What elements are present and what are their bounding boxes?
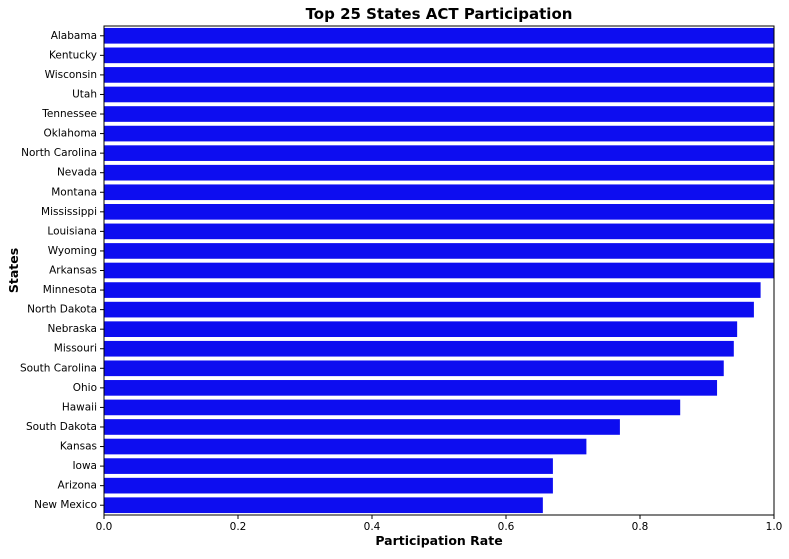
bar xyxy=(104,360,724,377)
bar xyxy=(104,419,620,435)
y-tick-label: Louisiana xyxy=(47,225,97,237)
bar xyxy=(104,67,774,83)
y-tick-label: South Carolina xyxy=(20,362,97,374)
bars-layer xyxy=(104,27,774,514)
bar xyxy=(104,223,774,240)
y-tick-label: Ohio xyxy=(73,382,97,394)
y-tick-label: Alabama xyxy=(51,30,97,42)
bar xyxy=(104,106,774,122)
x-axis-label: Participation Rate xyxy=(375,533,502,548)
bar xyxy=(104,301,754,318)
y-tick-label: New Mexico xyxy=(34,499,97,511)
x-tick-label: 0.4 xyxy=(364,521,381,533)
bar xyxy=(104,164,774,181)
y-tick-label: Tennessee xyxy=(41,108,97,120)
y-axis-label: States xyxy=(6,248,21,293)
x-tick-label: 0.0 xyxy=(96,521,113,533)
y-tick-label: Mississippi xyxy=(41,206,97,218)
y-tick-label: Montana xyxy=(51,186,97,198)
y-tick-label: Utah xyxy=(72,88,97,100)
x-tick-label: 1.0 xyxy=(766,521,783,533)
y-tick-label: North Carolina xyxy=(21,147,97,159)
bar xyxy=(104,27,774,44)
y-tick-label: Kentucky xyxy=(49,49,97,61)
y-tick-label: Wyoming xyxy=(48,245,97,257)
y-tick-label: Oklahoma xyxy=(44,128,97,140)
bar xyxy=(104,438,587,455)
bar xyxy=(104,125,774,142)
chart-title: Top 25 States ACT Participation xyxy=(306,5,573,23)
bar xyxy=(104,243,774,259)
y-tick-label: North Dakota xyxy=(27,304,97,316)
y-tick-label: South Dakota xyxy=(26,421,97,433)
y-tick-label: Missouri xyxy=(54,343,97,355)
y-tick-label: Minnesota xyxy=(43,284,97,296)
x-tick-label: 0.6 xyxy=(498,521,515,533)
plot-frame xyxy=(103,25,775,516)
y-tick-label: Wisconsin xyxy=(45,69,97,81)
bar xyxy=(104,458,553,474)
bar xyxy=(104,282,761,298)
bar xyxy=(104,86,774,103)
y-tick-label: Nevada xyxy=(57,167,97,179)
bar xyxy=(104,497,543,514)
bar xyxy=(104,47,774,64)
bar xyxy=(104,399,681,416)
y-tick-label: Arizona xyxy=(58,480,97,492)
bar xyxy=(104,340,734,357)
bar xyxy=(104,145,774,161)
y-tick-label: Kansas xyxy=(60,441,97,453)
y-tick-labels: Alabama Kentucky Wisconsin Utah Tennessee Okl… xyxy=(20,30,104,511)
y-tick-label: Arkansas xyxy=(49,265,97,277)
bar xyxy=(104,321,738,338)
bar xyxy=(104,262,774,279)
bar xyxy=(104,184,774,201)
bar xyxy=(104,477,553,494)
x-tick-label: 0.2 xyxy=(230,521,247,533)
y-tick-label: Nebraska xyxy=(47,323,97,335)
bar xyxy=(104,380,718,396)
y-tick-label: Hawaii xyxy=(62,401,97,413)
x-tick-label: 0.8 xyxy=(632,521,649,533)
x-axis-ticks: 0.0 0.2 0.4 0.6 0.8 1.0 xyxy=(96,515,783,533)
bar xyxy=(104,203,774,220)
y-tick-label: Iowa xyxy=(72,460,97,472)
